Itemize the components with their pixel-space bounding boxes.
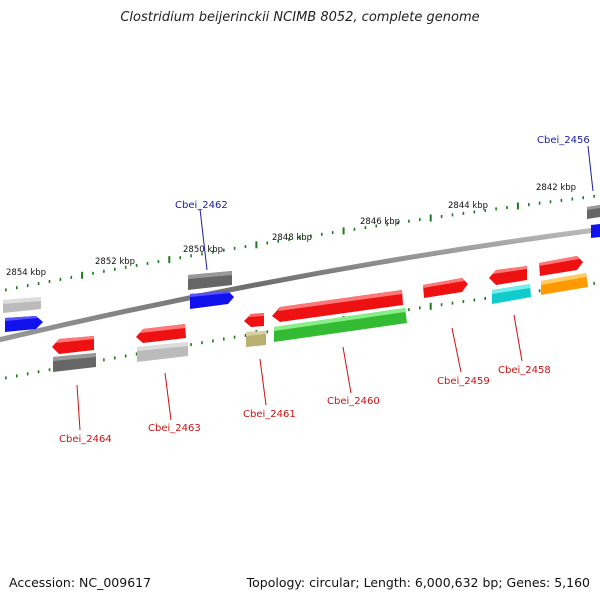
ruler-label-2846: 2846 kbp [360,217,400,227]
gene-cbei-2463-upper[interactable] [136,324,186,343]
gene-cbei-2462-lower[interactable] [190,291,234,309]
gene-cbei-2456-upper[interactable] [587,205,600,219]
map-title: Clostridium beijerinckii NCIMB 8052, com… [120,10,480,25]
gene-cbei-2463-lower[interactable] [137,342,188,362]
leader-cbei-2461 [259,358,267,406]
gene-cbei-2465-lower[interactable] [5,316,43,332]
gene-cbei-2464-upper[interactable] [52,336,94,354]
ruler-label-2844: 2844 kbp [448,201,488,211]
gene-cbei-2458-upper[interactable] [489,266,527,285]
ruler-label-2852: 2852 kbp [95,257,135,267]
ruler-label-2850: 2850 kbp [183,245,223,255]
leader-cbei-2462 [199,208,208,271]
leader-cbei-2463 [164,372,172,421]
genome-summary-text: Topology: circular; Length: 6,000,632 bp… [246,575,590,590]
gene-cbei-2456-lower[interactable] [591,224,600,238]
gene-cbei-2459[interactable] [423,278,468,298]
leader-cbei-2458 [513,314,523,362]
gene-label-cbei-2463[interactable]: Cbei_2463 [148,423,201,434]
gene-cbei-2464-lower[interactable] [53,353,96,372]
gene-label-cbei-2456[interactable]: Cbei_2456 [537,135,590,146]
genome-backbone [0,226,600,343]
gene-label-cbei-2459[interactable]: Cbei_2459 [437,376,490,387]
gene-label-cbei-2462[interactable]: Cbei_2462 [175,200,228,211]
gene-cbei-2465-upper[interactable] [3,297,41,313]
ruler-label-2848: 2848 kbp [272,233,312,243]
leader-cbei-2460 [342,346,352,394]
gene-cbei-2461-lower[interactable] [246,331,266,347]
gene-label-cbei-2461[interactable]: Cbei_2461 [243,409,296,420]
leader-cbei-2464 [76,384,81,431]
gene-label-cbei-2460[interactable]: Cbei_2460 [327,396,380,407]
accession-text: Accession: NC_009617 [9,575,152,590]
gene-cbei-2461-upper[interactable] [244,313,264,327]
ruler-label-2854: 2854 kbp [6,268,46,278]
gene-cbei-2458-lower[interactable] [492,284,531,304]
gene-cbei-2460-upper[interactable] [272,290,403,322]
gene-cbei-2462-upper[interactable] [188,271,232,290]
gene-cbei-2457-upper[interactable] [539,256,583,276]
leader-cbei-2459 [451,327,462,373]
gene-label-cbei-2464[interactable]: Cbei_2464 [59,434,112,445]
leader-cbei-2456 [587,145,594,192]
outer-tick-ruler [5,194,595,292]
gene-label-cbei-2458[interactable]: Cbei_2458 [498,365,551,376]
ruler-label-2842: 2842 kbp [536,183,576,193]
gene-cbei-2457-lower[interactable] [541,273,588,295]
gene-cbei-2460-lower[interactable] [274,308,407,342]
